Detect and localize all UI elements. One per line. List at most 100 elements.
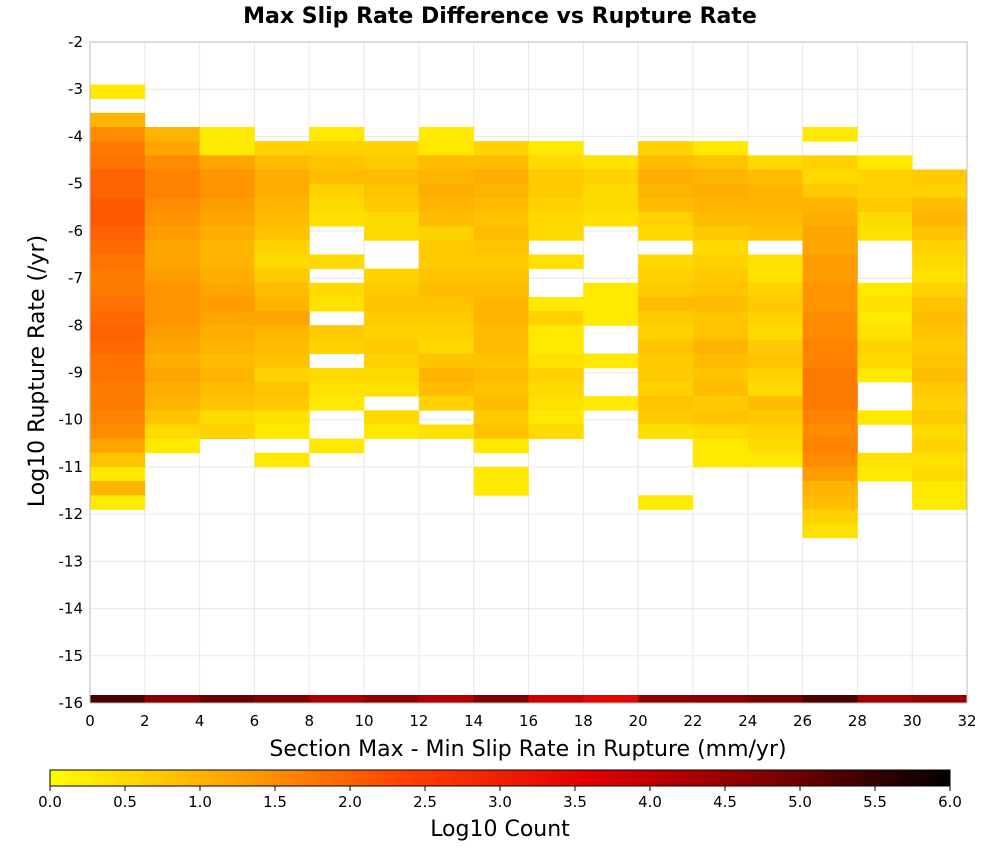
x-tick-label: 20 (629, 712, 648, 730)
y-tick-label: -9 (68, 364, 83, 382)
x-tick-label: 28 (848, 712, 867, 730)
heatmap-cell (912, 268, 968, 284)
heatmap-cell (912, 211, 968, 227)
heatmap-cell (473, 268, 529, 284)
heatmap-cell (309, 155, 365, 170)
heatmap-cell (747, 296, 803, 312)
heatmap-cell (473, 339, 529, 355)
heatmap-cell (364, 226, 420, 241)
heatmap-cell (309, 169, 365, 185)
heatmap-cell (364, 311, 420, 326)
heatmap-cell (638, 367, 694, 383)
heatmap-cell (90, 452, 146, 468)
heatmap-cell (692, 367, 749, 383)
heatmap-cell (912, 311, 968, 326)
heatmap-cell (528, 254, 584, 270)
heatmap-cell (364, 197, 420, 213)
y-tick-label: -7 (68, 269, 83, 287)
heatmap-cell (692, 452, 749, 468)
heatmap-cell (857, 155, 913, 170)
heatmap-cell-bottom (199, 695, 255, 703)
x-tick-label: 10 (355, 712, 374, 730)
heatmap-cell (144, 438, 201, 454)
heatmap-cell (309, 396, 365, 411)
heatmap-cell (747, 183, 803, 199)
heatmap-cell (144, 183, 201, 199)
heatmap-cell (90, 410, 146, 425)
heatmap-cell (528, 296, 584, 312)
heatmap-cell (857, 466, 913, 482)
heatmap-cell (473, 240, 529, 255)
heatmap-cell (747, 169, 803, 185)
heatmap-cell (254, 240, 310, 255)
heatmap-cell (692, 268, 749, 284)
heatmap-cell (473, 141, 529, 156)
heatmap-cell (528, 311, 584, 326)
heatmap-cell (473, 325, 529, 340)
heatmap-cell (90, 254, 146, 270)
heatmap-cell (638, 282, 694, 298)
heatmap-cell (802, 353, 858, 369)
heatmap-cell (144, 254, 201, 270)
colorbar-tick-label: 5.5 (863, 793, 887, 811)
heatmap-cell (747, 311, 803, 326)
heatmap-cell (90, 325, 146, 340)
heatmap-cell (638, 211, 694, 227)
heatmap-cell (473, 367, 529, 383)
heatmap-cell (364, 296, 420, 312)
colorbar-tick-label: 5.0 (788, 793, 812, 811)
heatmap-cell (692, 141, 749, 156)
chart-title: Max Slip Rate Difference vs Rupture Rate (243, 4, 757, 29)
y-tick-label: -14 (59, 600, 84, 618)
heatmap-cell-bottom (638, 695, 694, 703)
heatmap-cell-bottom (473, 695, 529, 703)
heatmap-cell (418, 367, 475, 383)
heatmap-cell (692, 240, 749, 255)
heatmap-cell (802, 211, 858, 227)
heatmap-cell (857, 169, 913, 185)
heatmap-cell (364, 211, 420, 227)
heatmap-cell (528, 424, 584, 439)
heatmap-cell (418, 311, 475, 326)
heatmap-cell (473, 197, 529, 213)
heatmap-cell (802, 169, 858, 185)
heatmap-cell (638, 226, 694, 241)
heatmap-cell (144, 211, 201, 227)
heatmap-cell (418, 381, 475, 397)
heatmap-cell (199, 254, 255, 270)
heatmap-cell (90, 381, 146, 397)
heatmap-cell (309, 141, 365, 156)
heatmap-cell (90, 126, 146, 142)
heatmap-cell (857, 452, 913, 468)
heatmap-cell (144, 339, 201, 355)
heatmap-cell (802, 523, 858, 539)
heatmap-cell (90, 226, 146, 241)
heatmap-cell (144, 169, 201, 185)
heatmap-cell (309, 381, 365, 397)
heatmap-cell (692, 353, 749, 369)
heatmap-cell (692, 381, 749, 397)
heatmap-cell (802, 438, 858, 454)
heatmap-cell (90, 396, 146, 411)
heatmap-cell (90, 353, 146, 369)
x-tick-labels: 0 2 4 6 8 10 12 14 16 18 20 22 24 26 28 30 32 (85, 712, 976, 730)
heatmap-cell (473, 481, 529, 496)
heatmap-cell (747, 211, 803, 227)
heatmap-cell (309, 282, 365, 298)
heatmap-cell (583, 282, 639, 298)
heatmap-cell (638, 183, 694, 199)
heatmap-cell (638, 381, 694, 397)
heatmap-cell (144, 126, 201, 142)
heatmap-cell (254, 226, 310, 241)
heatmap-cell (638, 325, 694, 340)
heatmap-cell (254, 424, 310, 439)
heatmap-cell (309, 367, 365, 383)
heatmap-cell (473, 396, 529, 411)
heatmap-cell (199, 141, 255, 156)
heatmap-cell (90, 197, 146, 213)
heatmap-cell (692, 197, 749, 213)
heatmap-cell (857, 311, 913, 326)
heatmap-cell (912, 438, 968, 454)
heatmap-cell (857, 410, 913, 425)
heatmap-cell (90, 268, 146, 284)
